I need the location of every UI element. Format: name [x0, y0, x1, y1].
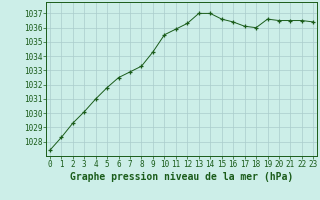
X-axis label: Graphe pression niveau de la mer (hPa): Graphe pression niveau de la mer (hPa)	[70, 172, 293, 182]
